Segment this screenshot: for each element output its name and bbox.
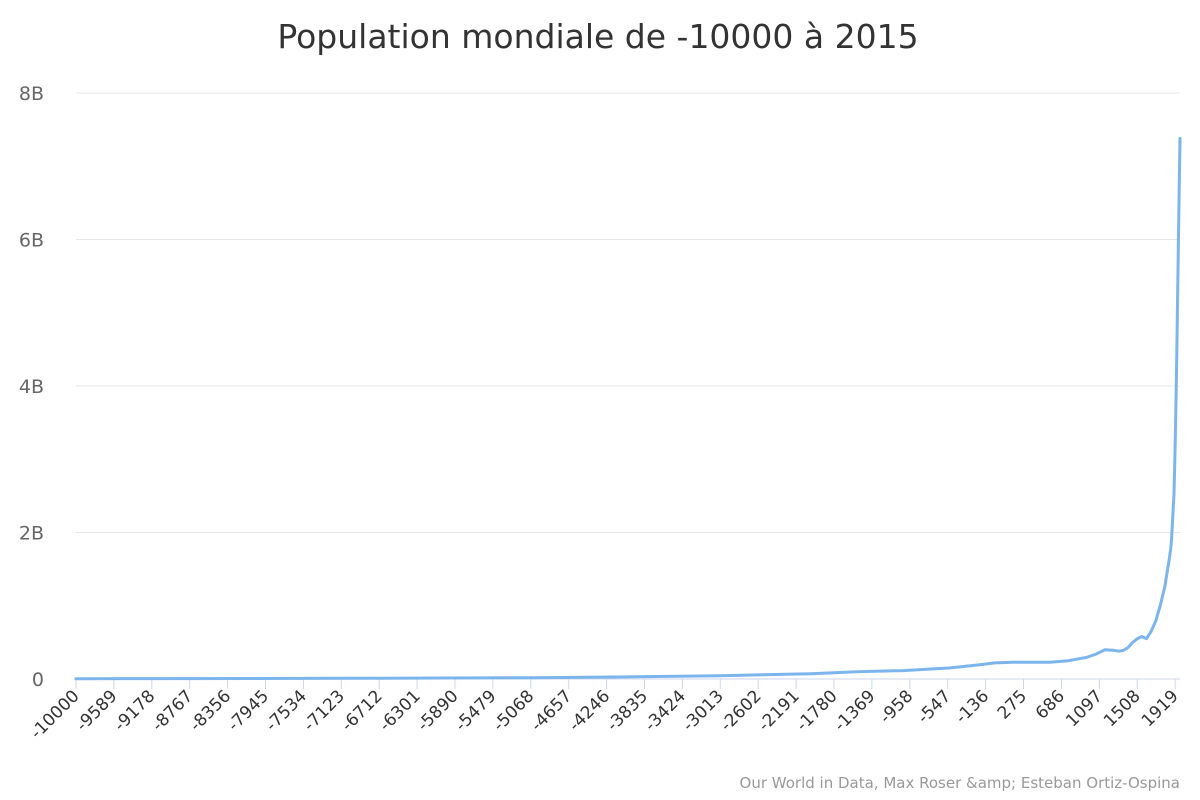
x-tick-label: -6301 [376,686,425,735]
x-tick-label: -7945 [224,686,273,735]
x-tick-label: -7534 [262,686,311,735]
chart-title: Population mondiale de -10000 à 2015 [277,17,918,56]
x-tick-label: -7123 [300,686,349,735]
x-tick-label: -1369 [830,686,879,735]
series-group [74,136,1182,681]
x-tick-label: -3835 [603,686,652,735]
x-tick-label: -4657 [527,686,576,735]
x-tick-label: 1919 [1138,686,1183,731]
x-tick-label: -5479 [451,686,500,735]
x-tick-label: -8356 [186,686,235,735]
y-tick-label: 8B [19,83,44,105]
x-tick-label: -136 [952,686,993,727]
x-tick-label: 1508 [1100,686,1145,731]
x-tick-label: -547 [914,686,955,727]
x-tick-label: -5068 [489,686,538,735]
x-axis: -10000-9589-9178-8767-8356-7945-7534-712… [27,679,1183,743]
y-tick-label: 4B [19,376,44,398]
y-tick-label: 2B [19,523,44,545]
x-tick-label: 275 [994,686,1031,723]
x-tick-label: -6712 [338,686,387,735]
series-line [74,136,1182,681]
y-axis: 0 2B 4B 6B 8B [19,83,44,691]
x-tick-label: -1780 [792,686,841,735]
x-tick-label: -9178 [110,686,159,735]
x-tick-label: -9589 [72,686,121,735]
gridlines [76,92,1180,533]
x-tick-label: 1097 [1062,686,1107,731]
x-tick-label: -5890 [413,686,462,735]
x-tick-label: -2191 [755,686,804,735]
x-tick-label: -8767 [148,686,197,735]
x-tick-label: -3013 [679,686,728,735]
x-tick-label: -10000 [27,686,84,743]
x-tick-label: -2602 [717,686,766,735]
x-tick-label: -4246 [565,686,614,735]
chart-credit: Our World in Data, Max Roser &amp; Esteb… [740,774,1180,792]
y-tick-label: 6B [19,230,44,252]
x-tick-label: -958 [876,686,917,727]
x-tick-label: -3424 [641,686,690,735]
y-tick-label: 0 [32,669,44,691]
